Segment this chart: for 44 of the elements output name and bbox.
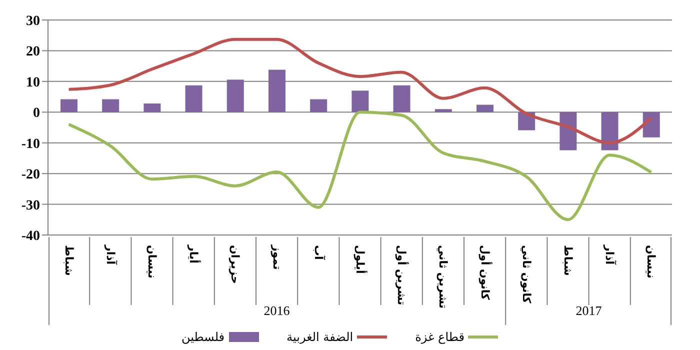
x-tick-label: نيسان (644, 245, 658, 278)
x-tick-label: حزيران (228, 245, 242, 284)
x-tick-label: شباط (62, 245, 76, 276)
x-tick-label: آب (312, 245, 326, 260)
y-tick-label: -40 (21, 228, 40, 244)
line-series (67, 110, 653, 222)
x-tick-label: أيلول (354, 245, 368, 274)
legend-label: الضفة الغربية (286, 330, 354, 344)
legend-label: فلسطين (182, 330, 225, 344)
y-tick-label: 0 (33, 106, 40, 122)
x-tick-label: آذار (104, 244, 118, 265)
bar (352, 90, 369, 112)
bar (310, 99, 328, 112)
y-tick-label: 10 (26, 75, 40, 90)
bar (393, 85, 410, 112)
bar (102, 99, 120, 112)
x-tick-label: شباط (562, 245, 574, 276)
bar (185, 85, 202, 112)
y-tick-label: 30 (26, 14, 40, 29)
legend-label: قطاع غزة (415, 330, 464, 344)
y-tick-label: -30 (21, 198, 40, 214)
bar (434, 109, 452, 112)
x-tick-label: تشرين ثاني (436, 245, 450, 309)
text: 2016 (264, 303, 290, 318)
line-series (67, 38, 653, 144)
bar (560, 112, 577, 150)
x-tick-label: آذار (603, 244, 618, 265)
bar (476, 104, 494, 112)
y-tick-label: 20 (26, 44, 40, 60)
y-tick-label: -20 (21, 168, 40, 183)
y-tick-label: -10 (21, 136, 40, 152)
x-tick-label: أيار (187, 244, 202, 264)
x-tick-label: نيسان (146, 245, 158, 278)
text: 2017 (576, 303, 602, 318)
x-tick-label: تشرين أول (395, 245, 410, 306)
bar (601, 112, 618, 150)
x-tick-label: كانون ثاني (520, 245, 533, 304)
bar (144, 104, 161, 112)
bar (60, 99, 78, 112)
bar (226, 80, 244, 112)
x-tick-label: تموز (270, 244, 284, 270)
x-tick-label: كانون أول (478, 245, 492, 301)
bar (268, 70, 286, 112)
bar (642, 112, 660, 138)
